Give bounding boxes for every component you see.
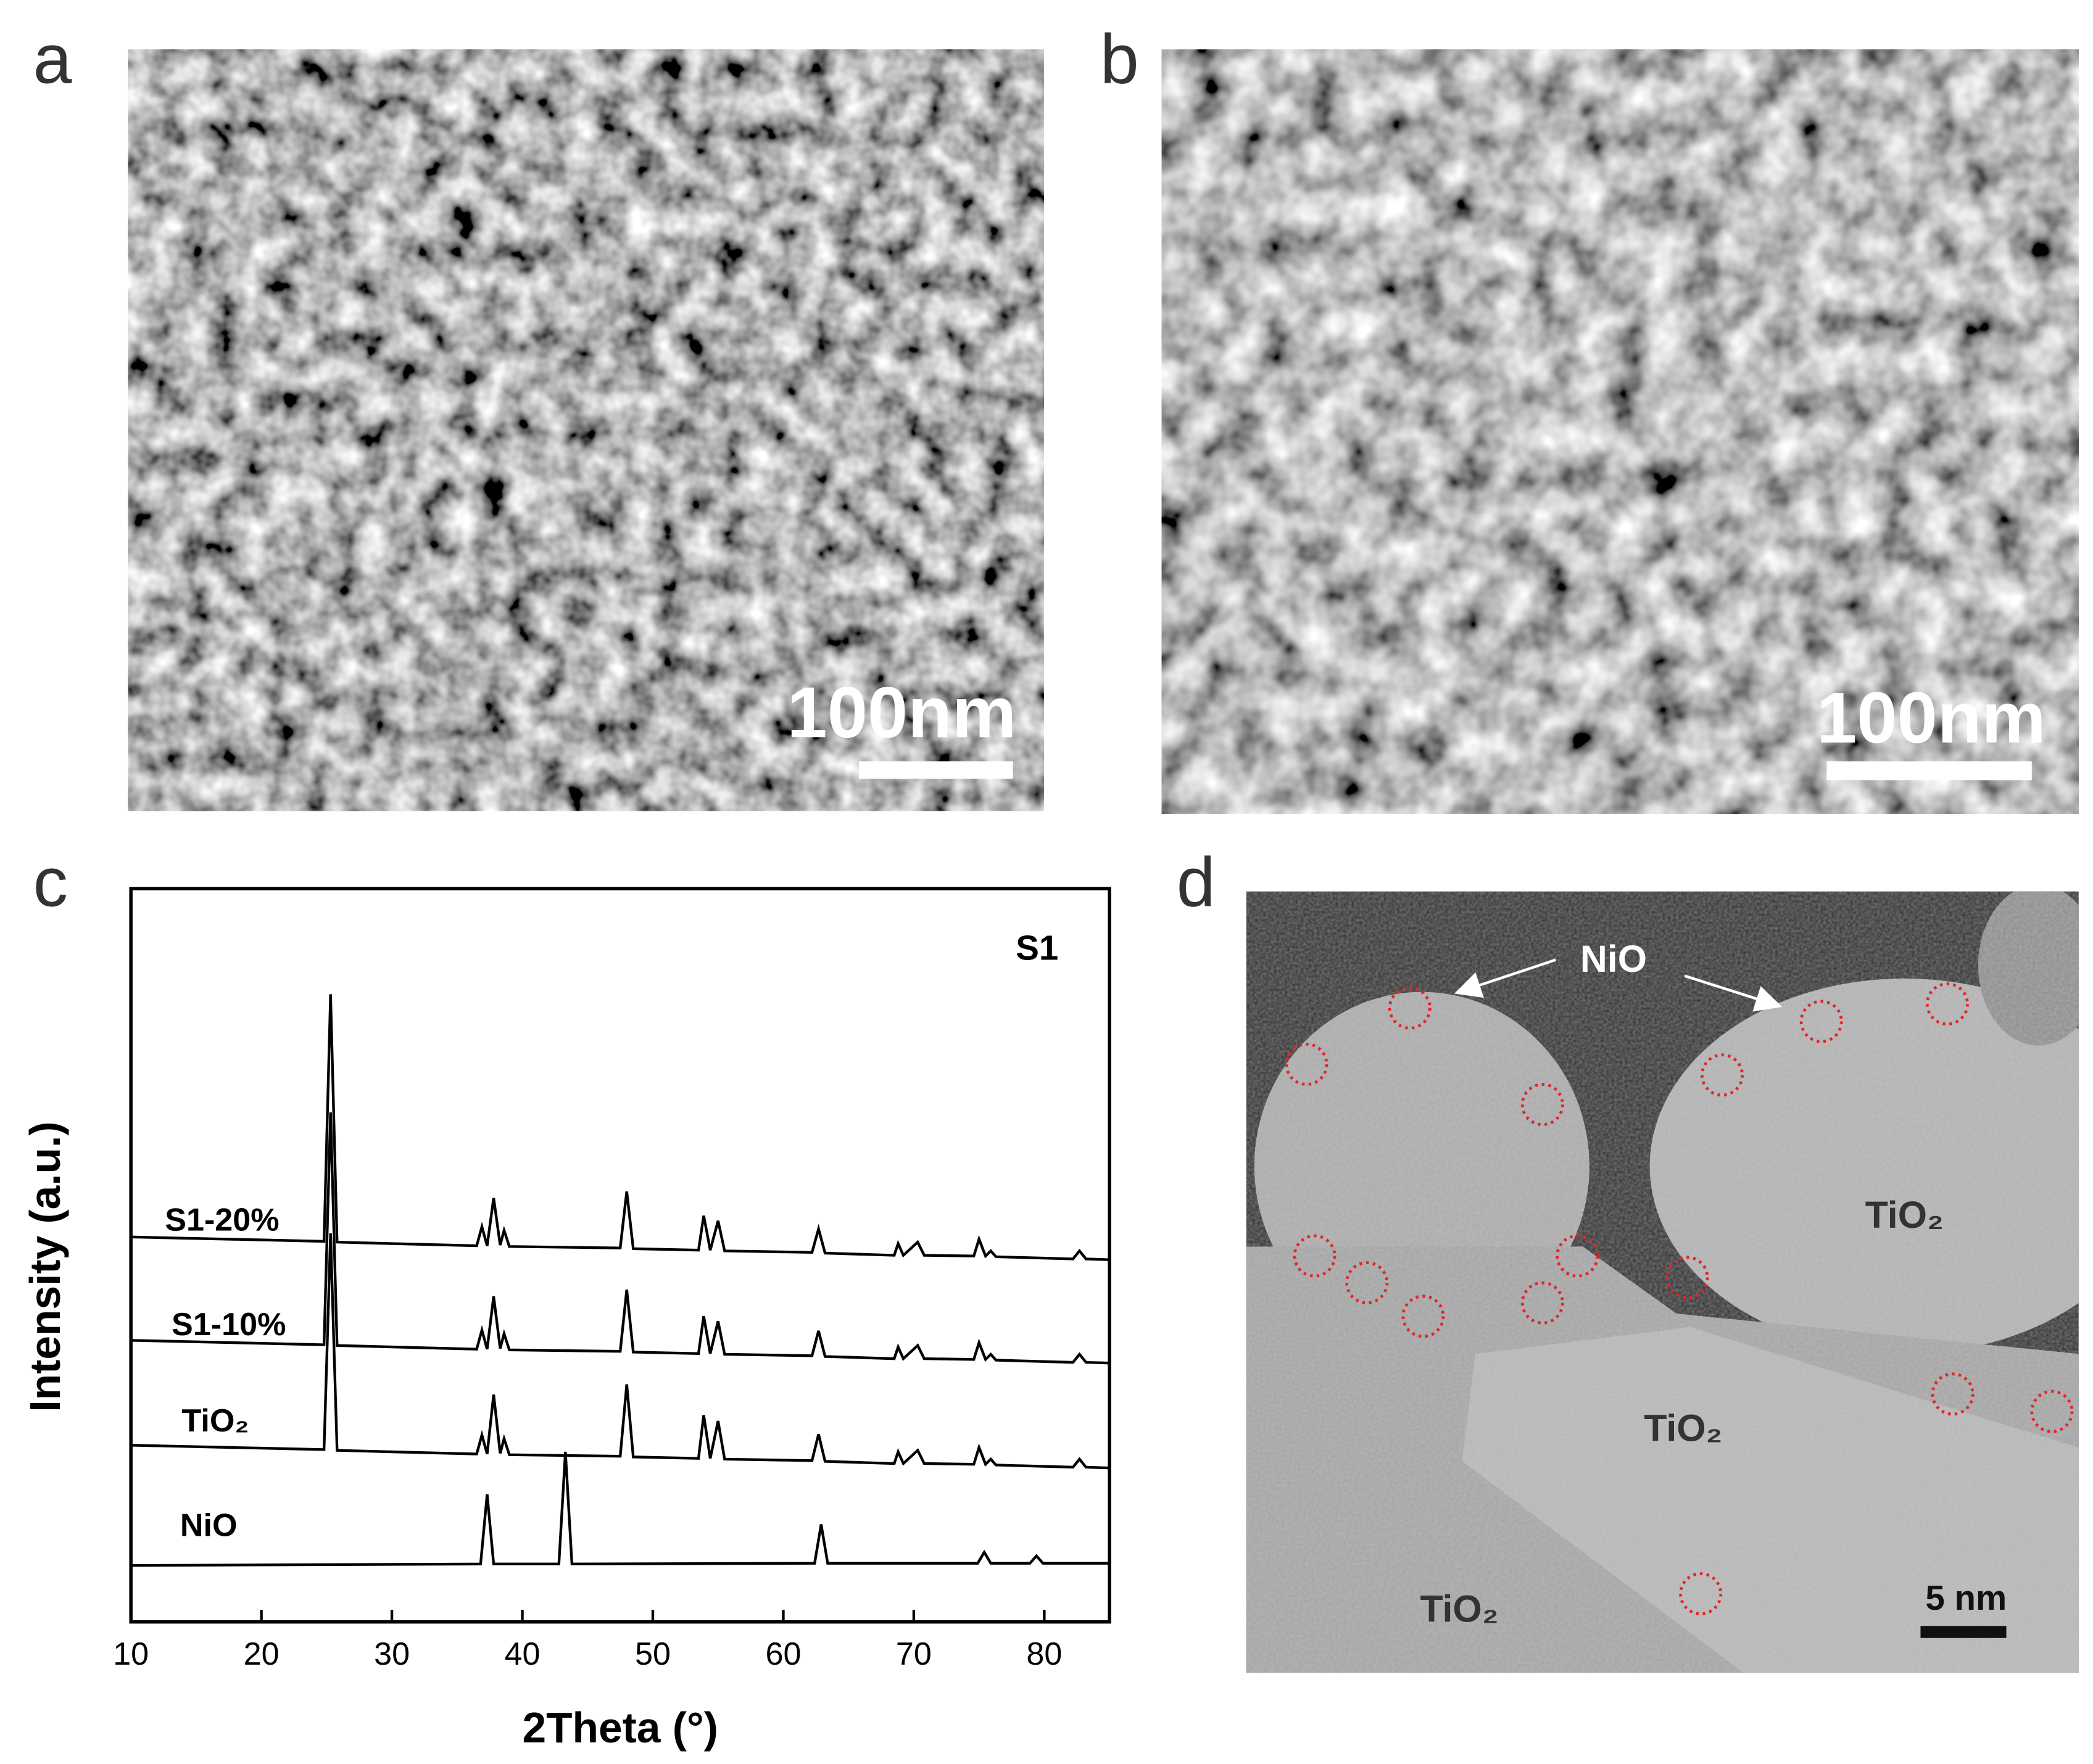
annotation: TiO₂ [1865,1194,1944,1236]
panel-label: d [1177,843,1216,921]
chart-title: S1 [1016,929,1058,967]
x-tick-label: 20 [244,1636,280,1672]
scale-bar-label: 100nm [1817,677,2046,758]
x-tick-label: 40 [505,1636,541,1672]
xrd-curve [131,994,1110,1261]
series-label: S1-10% [172,1307,286,1343]
series-label: TiO₂ [182,1403,249,1439]
xrd-chart: c S1 2Theta (°) Intensity (a.u.) 10 20 30 4… [21,843,1111,1752]
arrow [1454,958,1557,998]
x-tick-label: 60 [765,1636,801,1672]
xrd-curve [131,1233,1110,1470]
x-tick-label: 10 [113,1636,149,1672]
annotation: TiO₂ [1420,1588,1498,1630]
x-tick-label: 80 [1026,1636,1062,1672]
xrd-curve [131,1451,1110,1567]
tem-panel: d NiO TiO₂ TiO₂ TiO₂ 5 nm [1177,843,2079,1673]
annotation: TiO₂ [1644,1407,1722,1449]
scale-bar [858,761,1013,779]
x-axis-label: 2Theta (°) [522,1704,718,1752]
scale-bar-label: 5 nm [1925,1578,2007,1617]
series-label: NiO [180,1508,238,1544]
sem-image [1161,49,2079,814]
sem-image [128,49,1044,811]
plot-frame [129,887,1111,1624]
tem-image [1246,891,2079,1673]
x-tick-label: 30 [374,1636,410,1672]
y-axis-label: Intensity (a.u.) [21,1121,69,1412]
panel-label: c [33,843,68,921]
xrd-curve [131,1112,1110,1365]
series-label: S1-20% [165,1202,279,1238]
x-tick-label: 70 [896,1636,932,1672]
panel-label: a [33,20,72,98]
annotation: NiO [1580,938,1647,980]
scale-bar-label: 100nm [787,672,1017,753]
scale-bar [1826,761,2032,781]
x-tick-label: 50 [635,1636,671,1672]
panel-label: b [1100,20,1139,98]
arrow [1684,974,1783,1012]
nio-markers [1285,982,2074,1616]
scale-bar [1920,1626,2007,1638]
